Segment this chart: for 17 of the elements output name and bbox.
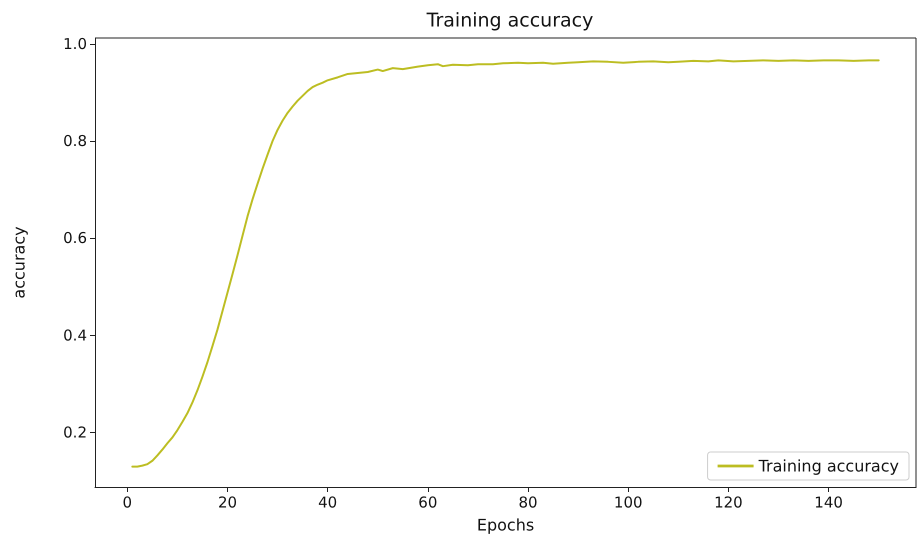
x-tick-label: 20 (218, 494, 238, 512)
x-tick-label: 40 (318, 494, 338, 512)
legend-label: Training accuracy (758, 456, 899, 476)
x-tick-label: 140 (814, 494, 843, 512)
x-tick-label: 100 (614, 494, 643, 512)
y-tick-label: 0.2 (63, 424, 87, 442)
x-tick-label: 80 (518, 494, 538, 512)
y-axis-title: accuracy (10, 226, 28, 299)
x-tick-label: 0 (122, 494, 132, 512)
x-tick-label: 120 (714, 494, 743, 512)
x-tick-label: 60 (418, 494, 438, 512)
x-axis-title: Epochs (476, 516, 534, 534)
chart-title: Training accuracy (426, 10, 594, 32)
y-tick-label: 0.8 (63, 132, 87, 150)
y-tick-label: 1.0 (63, 34, 87, 53)
y-tick-label: 0.6 (63, 229, 87, 248)
y-tick-label: 0.4 (63, 326, 87, 344)
